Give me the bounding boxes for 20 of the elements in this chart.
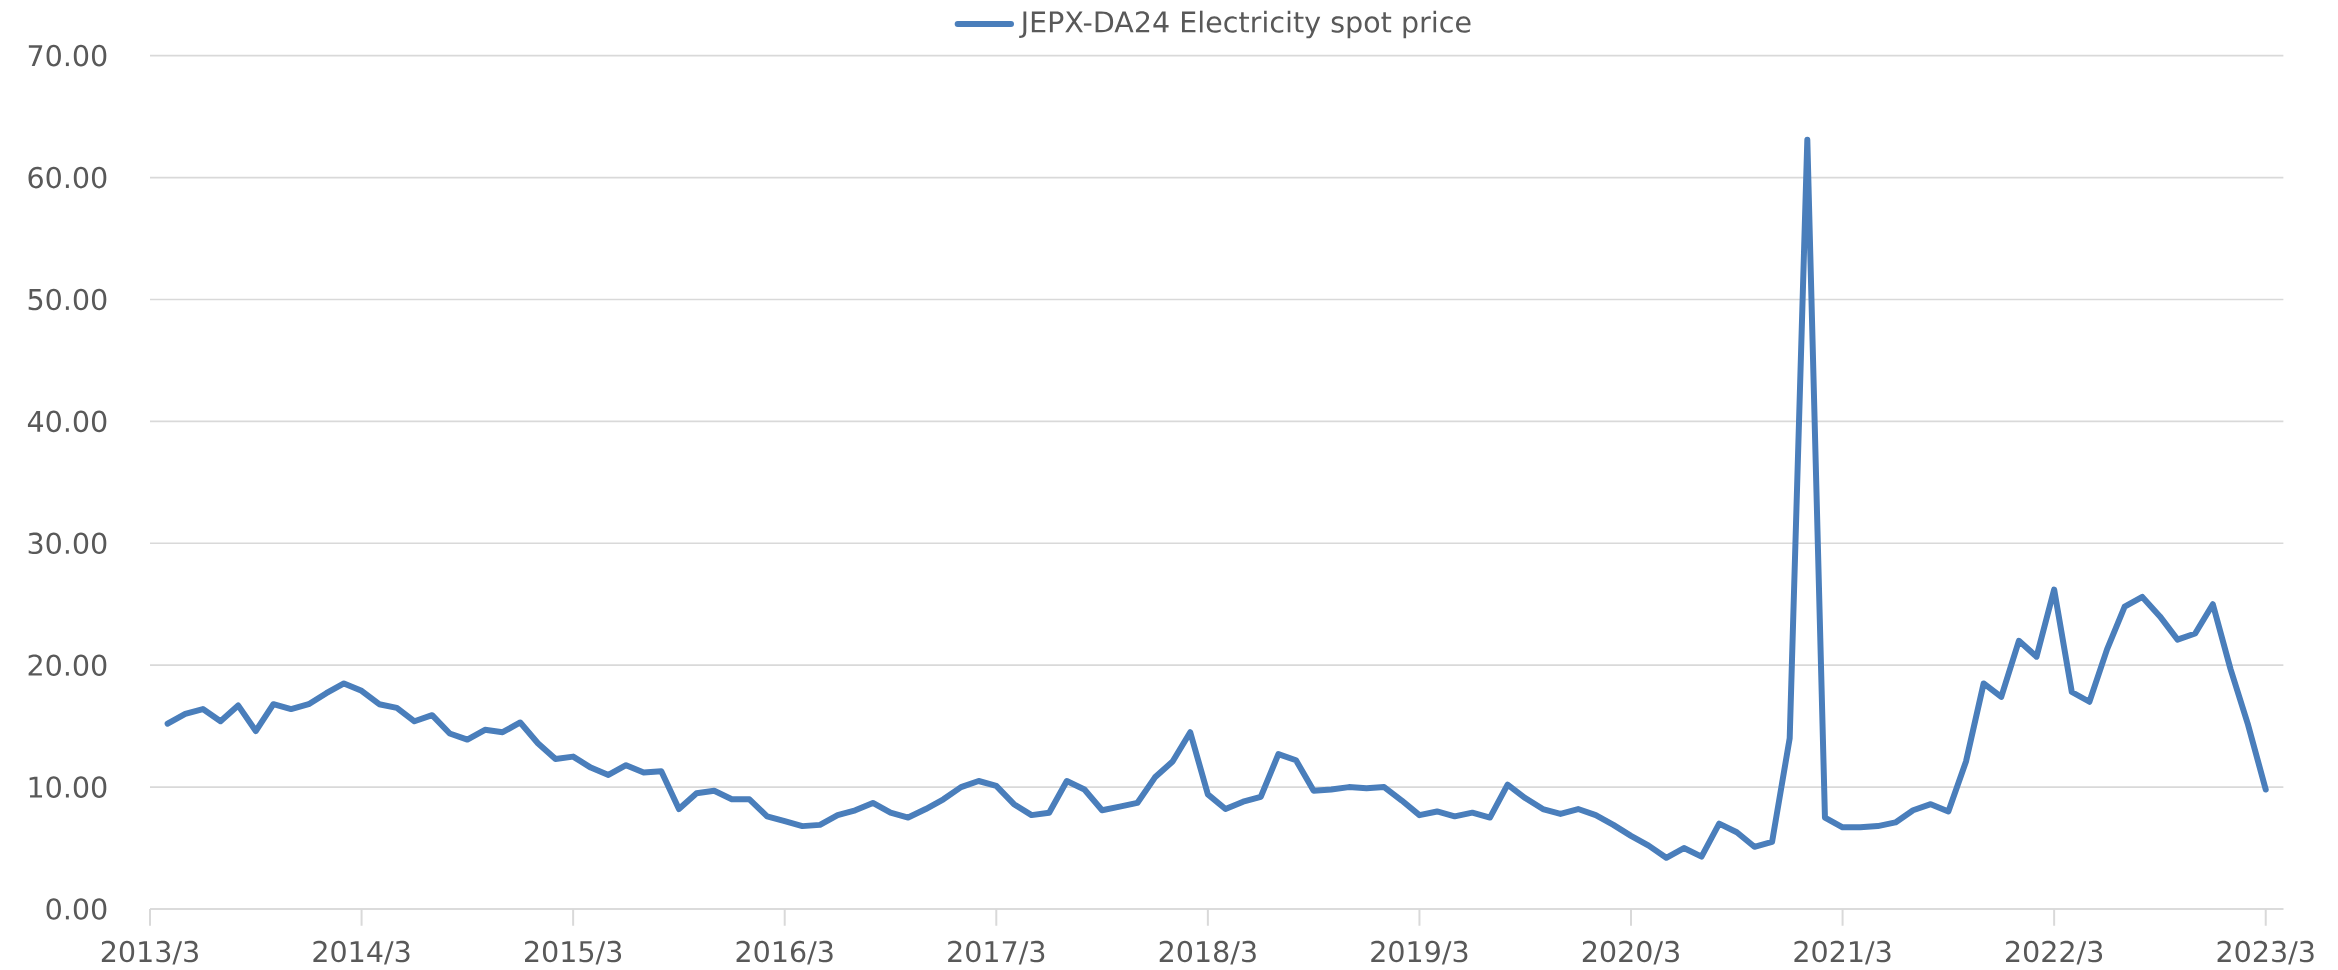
x-tick-label: 2015/3 — [524, 940, 622, 965]
y-tick-label: 10.00 — [29, 776, 107, 798]
x-tick-label: 2017/3 — [948, 940, 1045, 965]
y-tick-label: 50.00 — [28, 288, 107, 311]
legend-label: JEPX-DA24 Electricity spot price — [1019, 10, 1471, 39]
y-tick-label: 60.00 — [28, 166, 107, 189]
x-tick-label: 2016/3 — [736, 940, 833, 965]
x-tick-label: 2014/3 — [313, 940, 410, 965]
y-tick-label: 20.00 — [28, 654, 107, 676]
x-tick-label: 2020/3 — [1582, 940, 1679, 965]
y-tick-label: 40.00 — [27, 410, 107, 433]
x-tick-label: 2013/3 — [101, 940, 198, 965]
x-tick-label: 2022/3 — [2006, 940, 2103, 965]
y-tick-label: 0.00 — [46, 898, 107, 920]
x-tick-label: 2018/3 — [1159, 940, 1256, 965]
y-tick-label: 30.00 — [28, 532, 107, 555]
x-tick-label: 2023/3 — [2217, 940, 2314, 965]
x-tick-label: 2021/3 — [1794, 940, 1891, 965]
x-tick-label: 2019/3 — [1371, 940, 1468, 965]
y-tick-label: 70.00 — [28, 44, 107, 67]
